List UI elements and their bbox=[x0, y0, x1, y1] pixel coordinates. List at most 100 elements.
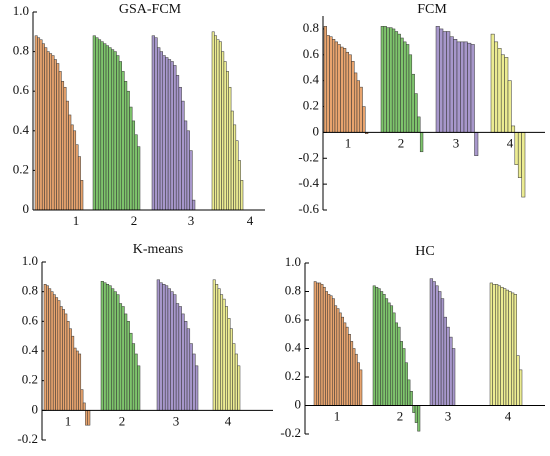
bar bbox=[451, 348, 456, 406]
bar bbox=[323, 26, 327, 133]
bar bbox=[186, 130, 190, 211]
bar bbox=[46, 51, 50, 211]
bar bbox=[131, 120, 136, 211]
bar bbox=[392, 312, 396, 406]
bar bbox=[118, 303, 123, 411]
x-tick-label: 4 bbox=[505, 408, 512, 423]
bar bbox=[494, 41, 499, 133]
bar bbox=[318, 282, 322, 406]
bar bbox=[417, 116, 421, 133]
bar bbox=[519, 369, 523, 406]
bar bbox=[419, 132, 424, 153]
bar bbox=[446, 326, 450, 406]
bar bbox=[350, 341, 354, 406]
bar bbox=[105, 284, 110, 411]
bar bbox=[75, 144, 79, 211]
bar bbox=[50, 291, 54, 411]
bar bbox=[389, 27, 393, 133]
bar bbox=[338, 312, 342, 406]
chart-title: K-means bbox=[133, 242, 184, 257]
bar bbox=[417, 405, 421, 432]
bar bbox=[181, 313, 185, 411]
bar bbox=[327, 294, 331, 406]
bar bbox=[178, 306, 182, 411]
bar bbox=[439, 28, 444, 133]
y-tick-label: -0.2 bbox=[280, 425, 301, 440]
y-tick-label: 0.2 bbox=[22, 372, 38, 387]
y-tick-label: 0.6 bbox=[13, 82, 30, 97]
bar bbox=[73, 347, 77, 411]
bar bbox=[435, 26, 440, 133]
bar bbox=[121, 306, 125, 411]
bar bbox=[124, 81, 128, 211]
bar bbox=[181, 100, 185, 211]
bar bbox=[516, 355, 520, 406]
bar bbox=[178, 86, 182, 211]
bar bbox=[511, 125, 516, 133]
bar bbox=[126, 90, 130, 211]
bar bbox=[223, 61, 227, 211]
y-tick-label: 1.0 bbox=[13, 3, 29, 18]
chart-title: HC bbox=[415, 244, 434, 259]
bar bbox=[75, 350, 79, 411]
chart-title: GSA-FCM bbox=[119, 2, 182, 17]
bar bbox=[173, 65, 177, 211]
bar bbox=[359, 86, 363, 133]
bar bbox=[100, 41, 104, 211]
y-tick-label: 1.0 bbox=[22, 253, 38, 268]
bar bbox=[500, 286, 504, 406]
bar bbox=[58, 71, 62, 211]
bar bbox=[34, 35, 38, 211]
bar bbox=[383, 26, 387, 133]
bar bbox=[165, 57, 169, 211]
bar bbox=[162, 55, 166, 211]
bar bbox=[95, 37, 99, 211]
bar bbox=[55, 297, 59, 411]
bar bbox=[126, 321, 130, 411]
bar bbox=[354, 72, 358, 133]
bar bbox=[218, 41, 222, 211]
y-tick-label: -0.4 bbox=[298, 175, 319, 190]
bar bbox=[116, 55, 120, 211]
bar bbox=[170, 61, 174, 211]
bar bbox=[184, 120, 188, 211]
bar bbox=[460, 41, 465, 133]
bar bbox=[137, 365, 141, 411]
bar bbox=[226, 71, 229, 211]
y-tick-label: 0.4 bbox=[22, 342, 39, 357]
bar bbox=[513, 294, 517, 406]
bar bbox=[507, 80, 512, 133]
bar bbox=[412, 405, 416, 413]
bar bbox=[449, 336, 453, 406]
bar bbox=[52, 294, 56, 411]
bar bbox=[474, 132, 479, 156]
bar bbox=[387, 302, 391, 406]
bar bbox=[325, 291, 328, 406]
bar bbox=[108, 285, 112, 411]
bar bbox=[382, 294, 386, 406]
bar bbox=[399, 341, 403, 406]
x-tick-label: 2 bbox=[131, 213, 138, 228]
bar bbox=[97, 39, 102, 211]
bar bbox=[80, 180, 84, 211]
bar bbox=[377, 288, 381, 406]
x-tick-label: 2 bbox=[398, 135, 405, 150]
bar bbox=[229, 328, 233, 411]
bar bbox=[118, 61, 122, 211]
y-tick-label: 0.2 bbox=[13, 161, 29, 176]
x-tick-label: 1 bbox=[73, 213, 80, 228]
bar bbox=[134, 353, 138, 411]
bar bbox=[511, 292, 515, 406]
bar bbox=[111, 49, 115, 211]
bar bbox=[82, 402, 86, 411]
bar bbox=[48, 288, 52, 411]
bar bbox=[348, 334, 351, 406]
bar bbox=[237, 160, 241, 211]
bar bbox=[489, 282, 493, 406]
bar bbox=[228, 86, 232, 211]
bar bbox=[343, 322, 347, 406]
bar bbox=[505, 289, 509, 406]
bar bbox=[385, 298, 389, 406]
bar bbox=[405, 44, 410, 133]
